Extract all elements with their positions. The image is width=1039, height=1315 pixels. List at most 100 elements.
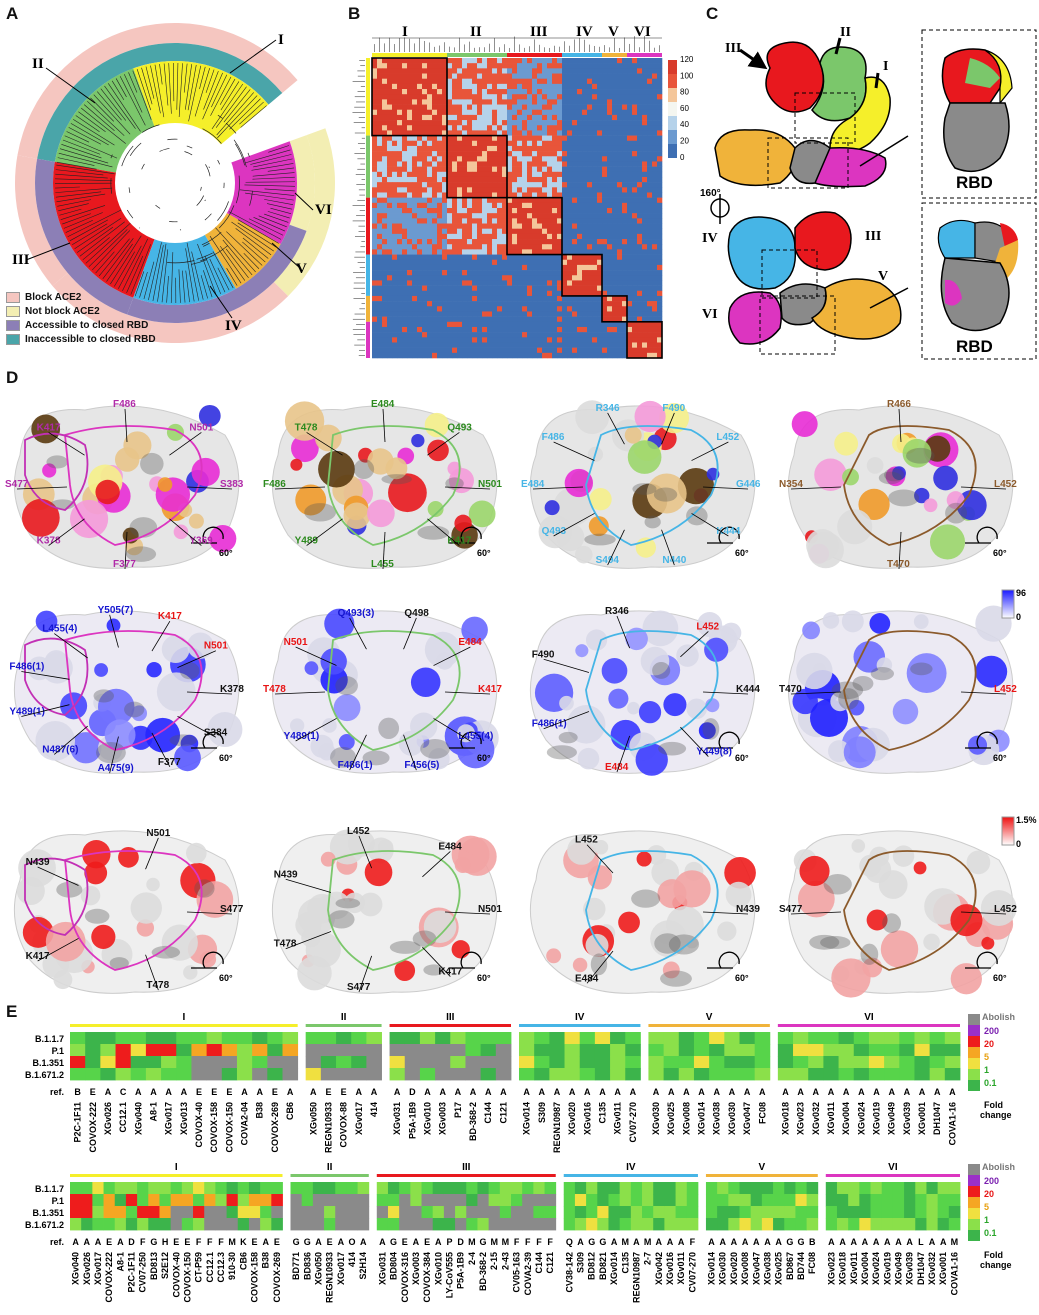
heatmap-cell: [377, 145, 383, 152]
heatmap-cell: [612, 218, 618, 224]
heatmap-cell: [442, 156, 448, 162]
heatmap-cell: [587, 249, 593, 255]
heatmap-cell: [547, 182, 553, 188]
heatmap-cell: [587, 166, 593, 173]
heatmap-cell: [602, 295, 608, 302]
epitope-outline: [24, 857, 89, 936]
heatmap-cell: [417, 280, 423, 286]
fold-cell: [754, 1068, 771, 1081]
heatmap-cell: [392, 213, 398, 219]
heatmap-cell: [522, 326, 528, 333]
residue-label: L452: [696, 621, 719, 632]
heatmap-cell: [377, 166, 383, 173]
fold-cell: [838, 1056, 855, 1069]
heatmap-cell: [577, 171, 583, 178]
fold-cell: [808, 1068, 824, 1081]
heatmap-cell: [622, 83, 628, 90]
heatmap-cell: [657, 145, 663, 152]
heatmap-cell: [552, 295, 558, 302]
heatmap-cell: [387, 151, 393, 157]
heatmap-cell: [397, 337, 403, 343]
heatmap-cell: [492, 259, 498, 266]
heatmap-cell: [407, 321, 413, 328]
heatmap-cell: [477, 182, 483, 188]
surface-patch: [82, 840, 111, 869]
heatmap-cell: [427, 145, 433, 152]
heatmap-cell: [562, 73, 568, 79]
heatmap-cell: [487, 321, 493, 328]
heatmap-cell: [627, 58, 633, 64]
surface-patch: [358, 892, 383, 917]
group-bar: [305, 1024, 382, 1027]
heatmap-cell: [612, 187, 618, 193]
heatmap-cell: [462, 109, 468, 116]
heatmap-cell: [447, 254, 453, 261]
heatmap-cell: [587, 135, 593, 142]
heatmap-cell: [412, 58, 418, 64]
rotate-angle: 60°: [219, 548, 233, 558]
heatmap-cell: [477, 197, 483, 204]
tree-branch: [134, 271, 145, 297]
heatmap-cell: [447, 249, 453, 255]
heatmap-cell: [507, 151, 513, 157]
heatmap-cell: [472, 68, 478, 74]
ref-code: G: [293, 1237, 300, 1247]
heatmap-cell: [647, 337, 653, 343]
heatmap-cell: [562, 99, 568, 105]
heatmap-cell: [532, 233, 538, 240]
tree-branch: [161, 249, 169, 303]
heatmap-cell: [487, 202, 493, 209]
heatmap-cell: [617, 202, 623, 209]
c-label-IV: IV: [702, 231, 718, 246]
fold-cell: [663, 1032, 680, 1045]
heatmap-cell: [472, 223, 478, 229]
heatmap-cell: [502, 151, 508, 157]
heatmap-cell: [557, 187, 563, 193]
label-leader: [54, 725, 88, 755]
heatmap-cell: [597, 332, 603, 338]
heatmap-cell: [457, 228, 463, 235]
heatmap-cell: [452, 321, 458, 328]
heatmap-cell: [477, 99, 483, 105]
heatmap-cell: [397, 244, 403, 250]
heatmap-cell: [477, 254, 483, 261]
heatmap-cell: [582, 125, 588, 131]
ref-code: D: [409, 1087, 416, 1097]
surface-patch: [161, 635, 190, 664]
heatmap-cell: [447, 161, 453, 167]
heatmap-cell: [447, 280, 453, 286]
heatmap-cell: [502, 259, 508, 266]
antibody-label: XGv017: [93, 1252, 103, 1285]
heatmap-cell: [592, 187, 598, 193]
ref-code: A: [828, 1087, 835, 1097]
residue-label: L455(4): [458, 731, 493, 742]
heatmap-cell: [642, 182, 648, 188]
heatmap-cell: [597, 166, 603, 173]
heatmap-cell: [472, 233, 478, 240]
heatmap-cell: [577, 120, 583, 126]
heatmap-cell: [597, 192, 603, 198]
heatmap-cell: [377, 171, 383, 178]
residue-label: F486(1): [338, 760, 373, 771]
residue-label: K417: [447, 536, 471, 547]
heatmap-cell: [427, 161, 433, 167]
heatmap-cell: [442, 311, 448, 317]
heatmap-cell: [467, 270, 473, 276]
fold-cell: [145, 1056, 162, 1069]
heatmap-cell: [452, 202, 458, 209]
surface-patch: [156, 672, 196, 712]
heatmap-cell: [537, 192, 543, 198]
heatmap-cell: [592, 197, 598, 204]
label-leader: [358, 955, 373, 993]
heatmap-cell: [597, 78, 603, 85]
heatmap-cell: [627, 63, 633, 69]
fold-cell: [579, 1044, 596, 1057]
heatmap-cell: [492, 290, 498, 297]
heatmap-cell: [452, 249, 458, 255]
fold-cell: [488, 1206, 501, 1219]
heatmap-cell: [457, 316, 463, 323]
heatmap-cell: [472, 187, 478, 193]
heatmap-cell: [457, 202, 463, 209]
heatmap-cell: [572, 316, 578, 323]
heatmap-cell: [452, 187, 458, 193]
